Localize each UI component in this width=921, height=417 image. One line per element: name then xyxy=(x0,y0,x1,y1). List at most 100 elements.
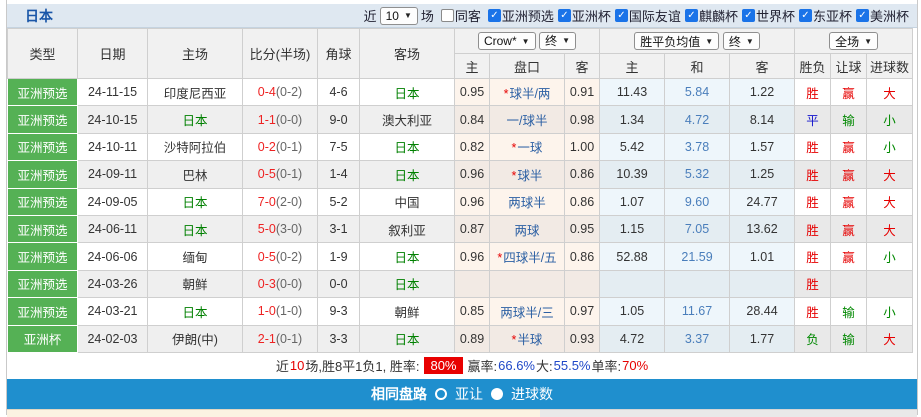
avg-draw-odds: 21.59 xyxy=(664,242,731,271)
corner-score: 3-1 xyxy=(317,214,360,244)
home-team[interactable]: 日本 xyxy=(147,105,243,134)
away-team[interactable]: 叙利亚 xyxy=(359,214,455,244)
handicap-away-odds xyxy=(563,269,601,299)
bookmaker-select[interactable]: Crow* ▼ xyxy=(477,32,536,51)
handicap-name: 一球 xyxy=(517,141,543,156)
handicap-time-select[interactable]: 终 ▼ xyxy=(539,31,577,50)
avg-home-odds: 5.42 xyxy=(599,132,666,162)
competition-checkbox-2[interactable]: ✓ 亚洲杯 xyxy=(557,6,611,25)
match-row: 亚洲预选 24-03-21 日本 1-0(1-0) 9-3 朝鲜 0.85 两球半/三 0.97… xyxy=(7,297,914,326)
corner-score: 1-9 xyxy=(317,242,360,271)
recent-count-value: 10 xyxy=(385,8,399,23)
avg-draw-odds: 3.78 xyxy=(664,132,731,162)
competition-label: 东亚杯 xyxy=(812,9,852,24)
score-cell: 1-1(0-0) xyxy=(242,105,318,134)
asian-handicap-radio[interactable] xyxy=(435,387,447,400)
corner-score: 9-0 xyxy=(317,105,360,134)
away-team[interactable]: 澳大利亚 xyxy=(359,105,455,134)
col-header-date: 日期 xyxy=(77,28,148,79)
period-value: 全场 xyxy=(835,34,860,49)
handicap-name: 两球半 xyxy=(508,196,546,211)
summary-text: 大: xyxy=(536,359,553,375)
score-cell: 0-5(0-1) xyxy=(242,160,318,189)
competition-label: 亚洲杯 xyxy=(571,9,611,24)
home-team[interactable]: 巴林 xyxy=(147,160,243,189)
match-type-badge: 亚洲预选 xyxy=(7,160,78,189)
handicap-name-cell: 两球半/三 xyxy=(489,297,565,326)
avg-away-odds: 1.77 xyxy=(729,324,796,353)
avg-away-odds: 1.22 xyxy=(729,77,796,107)
competition-checkbox-5[interactable]: ✓ 世界杯 xyxy=(741,6,795,25)
handicap-home-odds: 0.89 xyxy=(454,324,490,353)
handicap-name: 四球半/五 xyxy=(503,251,557,266)
checkbox-checked-icon[interactable]: ✓ xyxy=(487,9,501,22)
checkbox-checked-icon[interactable]: ✓ xyxy=(614,9,628,22)
match-date: 24-09-05 xyxy=(77,187,148,216)
handicap-result: 输 xyxy=(830,105,868,134)
handicap-name-cell: *一球 xyxy=(489,132,565,162)
avg-type-select[interactable]: 胜平负均值 ▼ xyxy=(634,32,720,50)
match-row: 亚洲预选 24-10-15 日本 1-1(0-0) 9-0 澳大利亚 0.84 一/球半 0.9… xyxy=(7,105,914,134)
handicap-home-odds: 0.87 xyxy=(454,214,490,244)
away-team[interactable]: 日本 xyxy=(359,77,455,107)
away-team[interactable]: 朝鲜 xyxy=(359,297,455,326)
home-team[interactable]: 印度尼西亚 xyxy=(147,77,243,107)
competition-checkbox-6[interactable]: ✓ 东亚杯 xyxy=(798,6,852,25)
competition-checkbox-1[interactable]: ✓ 亚洲预选 xyxy=(487,6,554,25)
home-team[interactable]: 日本 xyxy=(147,297,243,326)
avg-home-odds xyxy=(599,269,666,299)
subcol-handicap-home: 主 xyxy=(454,53,490,79)
match-date: 24-03-26 xyxy=(77,269,148,299)
recent-count-select[interactable]: 10 ▼ xyxy=(379,6,418,25)
away-team[interactable]: 日本 xyxy=(359,132,455,162)
goals-result: 大 xyxy=(866,187,914,216)
goals-radio[interactable] xyxy=(491,387,503,400)
col-header-type: 类型 xyxy=(7,28,78,79)
favorite-star-icon: * xyxy=(511,333,517,348)
home-team[interactable]: 伊朗(中) xyxy=(147,324,243,353)
avg-time-select[interactable]: 终 ▼ xyxy=(722,32,760,50)
checkbox-checked-icon[interactable]: ✓ xyxy=(855,9,869,22)
fulltime-score: 7-0 xyxy=(257,194,276,209)
checkbox-checked-icon[interactable]: ✓ xyxy=(741,9,755,22)
match-row: 亚洲预选 24-06-11 日本 5-0(3-0) 3-1 叙利亚 0.87 两球 0.95 1.… xyxy=(7,214,914,244)
checkbox-checked-icon[interactable]: ✓ xyxy=(557,9,571,22)
subcol-goals: 进球数 xyxy=(866,53,914,79)
competition-label: 世界杯 xyxy=(755,9,795,24)
home-team[interactable]: 日本 xyxy=(147,214,243,244)
away-team[interactable]: 日本 xyxy=(359,242,455,271)
goals-label[interactable]: 进球数 xyxy=(511,385,553,402)
subcol-avg-home: 主 xyxy=(599,53,666,79)
competition-checkbox-3[interactable]: ✓ 国际友谊 xyxy=(614,6,681,25)
goals-result: 小 xyxy=(866,132,914,162)
avg-draw-odds: 7.05 xyxy=(664,214,731,244)
away-team[interactable]: 日本 xyxy=(359,269,455,299)
fulltime-score: 0-5 xyxy=(257,249,276,264)
period-select[interactable]: 全场 ▼ xyxy=(829,32,879,50)
table-header: 类型 日期 主场 比分(半场) 角球 客场 Crow* ▼ 终 ▼ 胜平负均值 ▼ 终… xyxy=(7,28,914,79)
away-team[interactable]: 中国 xyxy=(359,187,455,216)
match-date: 24-10-11 xyxy=(77,132,148,162)
home-team[interactable]: 缅甸 xyxy=(147,242,243,271)
checkbox-unchecked-icon[interactable] xyxy=(440,9,454,22)
score-cell: 5-0(3-0) xyxy=(242,214,318,244)
avg-draw-odds: 5.84 xyxy=(664,77,731,107)
asian-handicap-label[interactable]: 亚让 xyxy=(455,385,483,402)
away-team[interactable]: 日本 xyxy=(359,160,455,189)
corner-score: 3-3 xyxy=(317,324,360,353)
checkbox-checked-icon[interactable]: ✓ xyxy=(798,9,812,22)
match-date: 24-11-15 xyxy=(77,77,148,107)
handicap-name-cell: 两球 xyxy=(489,214,565,244)
halftime-score: (0-0) xyxy=(275,112,303,127)
handicap-home-odds: 0.84 xyxy=(454,105,490,134)
home-team[interactable]: 沙特阿拉伯 xyxy=(147,132,243,162)
competition-checkbox-4[interactable]: ✓ 麒麟杯 xyxy=(684,6,738,25)
handicap-name-cell: *四球半/五 xyxy=(489,242,565,271)
halftime-score: (0-1) xyxy=(275,331,303,346)
home-team[interactable]: 朝鲜 xyxy=(147,269,243,299)
home-team[interactable]: 日本 xyxy=(147,187,243,216)
checkbox-checked-icon[interactable]: ✓ xyxy=(684,9,698,22)
same-away-checkbox[interactable]: 同客 xyxy=(440,6,481,25)
competition-checkbox-7[interactable]: ✓ 美洲杯 xyxy=(855,6,909,25)
away-team[interactable]: 日本 xyxy=(359,324,455,353)
